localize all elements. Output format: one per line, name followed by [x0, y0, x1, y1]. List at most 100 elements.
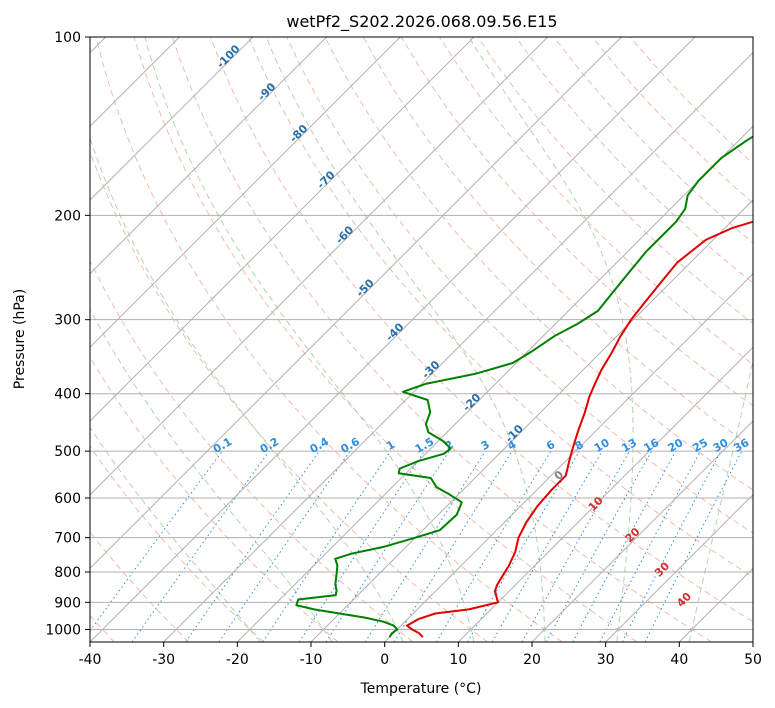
isotherm-label: -50 [354, 276, 377, 299]
mixing-ratio-label: 25 [690, 436, 710, 455]
isotherm-label: -60 [333, 223, 356, 246]
isotherm-line [90, 37, 401, 349]
mixing-ratio-line [467, 450, 580, 642]
isotherm-label: -80 [287, 122, 310, 145]
isotherm-line [90, 37, 622, 570]
x-tick-label: 0 [380, 652, 389, 668]
isotherm-label: -100 [214, 42, 243, 71]
mixing-ratio-label: 36 [732, 436, 752, 455]
sounding-series [295, 135, 753, 638]
dry-adiabat-line [95, 37, 563, 642]
isotherm-line [236, 125, 753, 642]
mixing-ratio-label: 1.5 [413, 435, 436, 456]
x-tick-label: -10 [300, 652, 323, 668]
y-tick-label: 600 [54, 491, 81, 507]
wet-bulb-label: 40 [674, 590, 694, 610]
mixing-ratio-line [644, 450, 743, 642]
isotherm-line [90, 37, 328, 275]
dry-adiabat-line [171, 37, 712, 642]
isotherm-line [310, 199, 753, 642]
isotherm-label: -70 [314, 168, 337, 191]
dry-adiabat-line [324, 37, 753, 491]
moist-adiabat-line [90, 308, 333, 642]
dry-adiabat-line [90, 150, 488, 642]
isotherm-line [163, 51, 753, 642]
skewed-isotherm-lines [90, 37, 753, 642]
x-tick-label: 30 [597, 652, 615, 668]
series-line-dewpoint [295, 135, 753, 638]
x-tick-label: -20 [226, 652, 249, 668]
mixing-ratio-line [185, 450, 320, 642]
y-tick-label: 1000 [45, 622, 81, 638]
moist-adiabat-line [90, 136, 404, 642]
dry-adiabat-line [438, 37, 753, 366]
isotherm-label: -90 [255, 80, 278, 103]
reference-line-labels: -100-90-80-70-60-50-40-30-20-100.1 0.2 0.4… [211, 42, 752, 610]
mixing-ratio-label: 13 [619, 436, 639, 455]
y-tick-label: 500 [54, 444, 81, 460]
y-tick-label: 300 [54, 313, 81, 329]
mixing-ratio-label: 30 [711, 436, 731, 455]
x-tick-label: 50 [744, 652, 762, 668]
isotherm-line [90, 37, 696, 642]
isotherm-line [90, 37, 254, 201]
series-line-temperature [406, 220, 753, 638]
mixing-ratio-label: 16 [641, 436, 661, 455]
moist-adiabat-line [144, 37, 475, 642]
dry-adiabat-line [286, 37, 753, 534]
mixing-ratio-line [364, 450, 486, 642]
dry-adiabat-line [515, 37, 753, 284]
isotherm-line [678, 567, 753, 642]
isotherm-label: -30 [419, 358, 442, 381]
dry-adiabat-line [553, 37, 753, 244]
y-axis-label: Pressure (hPa) [12, 289, 28, 389]
mixing-ratio-line [325, 450, 450, 642]
y-tick-label: 400 [54, 387, 81, 403]
mixing-ratio-line [90, 450, 223, 632]
dry-adiabat-line [90, 356, 339, 642]
y-tick-label: 900 [54, 595, 81, 611]
moist-adiabat-line [90, 426, 261, 642]
mixing-ratio-line [131, 450, 270, 642]
dry-adiabat-line [210, 37, 753, 623]
dry-adiabat-line [133, 37, 638, 642]
dry-adiabat-line [248, 37, 753, 578]
x-tick-label: 40 [670, 652, 688, 668]
dry-adiabat-line [90, 259, 414, 642]
y-tick-label: 700 [54, 531, 81, 547]
mixing-ratio-label: 0.6 [338, 435, 362, 456]
isotherm-line [384, 272, 753, 642]
dry-adiabat-line [90, 531, 190, 642]
mixing-ratio-line [298, 450, 425, 642]
x-tick-label: 10 [449, 652, 467, 668]
x-tick-label: -30 [152, 652, 175, 668]
isotherm-line [531, 420, 753, 642]
isotherm-line [752, 641, 753, 642]
isotherm-line [90, 37, 475, 422]
y-tick-label: 100 [54, 30, 81, 46]
mixing-ratio-line [572, 450, 677, 642]
isotherm-line [457, 346, 753, 642]
moist-adiabat-line [265, 37, 546, 642]
y-tick-label: 200 [54, 208, 81, 224]
plot-frame [89, 36, 754, 643]
x-tick-label: 20 [523, 652, 541, 668]
chart-title: wetPf2_S202.2026.068.09.56.E15 [286, 12, 557, 32]
isotherm-label: -20 [460, 391, 483, 414]
wet-bulb-label: 0 [552, 468, 567, 483]
isotherm-line [90, 37, 549, 496]
axes: -40 -30 -20 -10 0 10 20 30 40 5010020030040050060… [45, 30, 762, 668]
mixing-ratio-line [393, 450, 513, 642]
pressure-grid-lines [90, 37, 753, 630]
isotherm-line [605, 493, 753, 642]
mixing-ratio-line [599, 450, 701, 642]
mixing-ratio-label: 20 [666, 436, 686, 455]
moist-adiabat-line [688, 358, 753, 642]
plot-area: -100-90-80-70-60-50-40-30-20-100.1 0.2 0.4… [90, 37, 753, 642]
mixing-ratio-lines [90, 450, 743, 642]
mixing-ratio-line [262, 450, 392, 642]
y-tick-label: 800 [54, 565, 81, 581]
mixing-ratio-label: 10 [592, 436, 612, 455]
mixing-ratio-label: 0.2 [258, 435, 281, 456]
